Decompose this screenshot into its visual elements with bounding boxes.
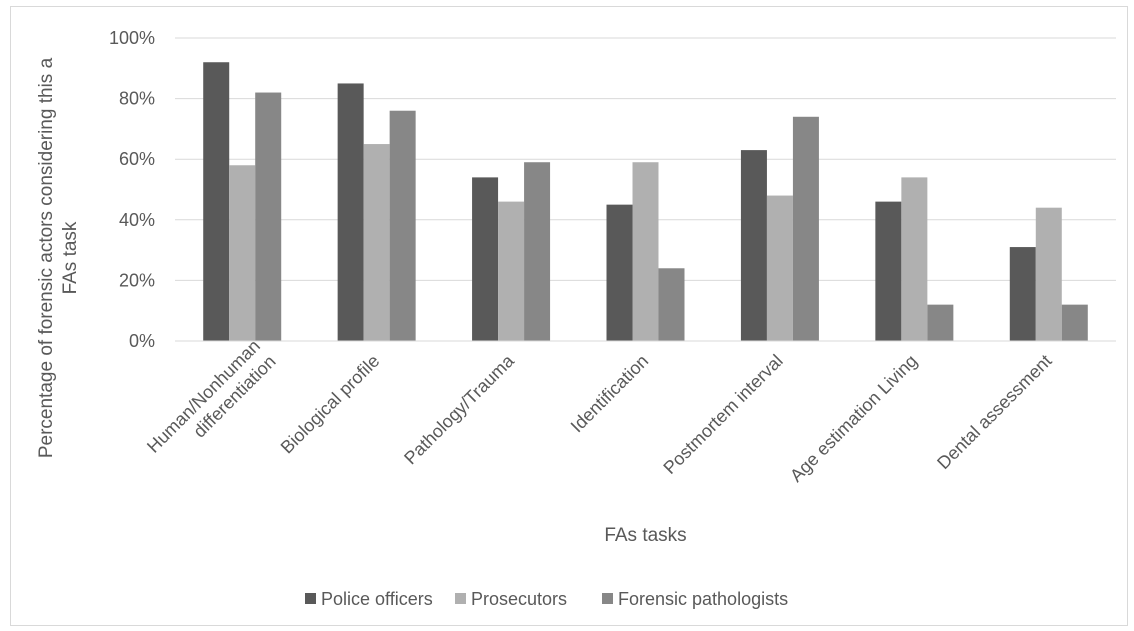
legend: Police officers Prosecutors Forensic patho… [305,589,788,609]
x-tick-label: Identification [567,351,653,437]
x-tick-label: Dental assessment [933,351,1055,473]
legend-label: Prosecutors [471,589,567,609]
bar [1061,304,1088,341]
bar [875,201,902,341]
x-tick-label: Human/Nonhumandifferentiation [143,336,280,473]
bar [203,62,230,342]
y-axis-title: Percentage of forensic actors considerin… [36,57,81,458]
bar [337,83,364,341]
bar [740,150,767,341]
y-tick-label: 40% [119,210,155,230]
legend-label: Forensic pathologists [618,589,788,609]
x-tick-label: Biological profile [277,351,384,458]
y-tick-label: 80% [119,89,155,109]
legend-swatch [455,593,466,604]
legend-label: Police officers [321,589,433,609]
bar [524,162,551,341]
y-tick-label: 20% [119,270,155,290]
y-tick-label: 0% [129,331,155,351]
bar [255,92,282,341]
legend-swatch [602,593,613,604]
bars [203,62,1088,342]
bar [472,177,499,341]
bar [363,144,390,341]
bar [1035,207,1062,341]
x-axis-title: FAs tasks [604,525,686,546]
bar [766,195,793,341]
bar [927,304,954,341]
x-tick-label: Postmortem interval [659,351,786,478]
x-axis-ticks: Human/NonhumandifferentiationBiological … [143,336,1056,486]
bar [901,177,928,341]
x-tick-label: Age estimation Living [786,351,921,486]
bar [658,268,685,341]
x-tick-label: Pathology/Trauma [400,350,518,468]
bar [606,204,633,341]
y-tick-label: 60% [119,149,155,169]
bar [1009,247,1036,341]
y-axis-ticks: 0% 20% 40% 60% 80% 100% [109,28,155,351]
bar [229,165,256,341]
legend-swatch [305,593,316,604]
y-tick-label: 100% [109,28,155,48]
bar [389,110,416,341]
bar [792,116,819,341]
bar [632,162,659,341]
bar [498,201,525,341]
